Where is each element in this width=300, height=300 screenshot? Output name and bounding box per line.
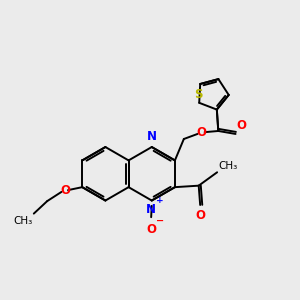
Text: O: O <box>195 208 205 222</box>
Text: N: N <box>146 203 156 216</box>
Text: S: S <box>194 88 202 101</box>
Text: O: O <box>146 223 156 236</box>
Text: O: O <box>60 184 70 197</box>
Text: O: O <box>196 126 206 139</box>
Text: −: − <box>156 216 164 226</box>
Text: CH₃: CH₃ <box>14 216 33 226</box>
Text: O: O <box>237 118 247 132</box>
Text: N: N <box>147 130 157 143</box>
Text: +: + <box>156 196 164 205</box>
Text: CH₃: CH₃ <box>218 161 238 171</box>
